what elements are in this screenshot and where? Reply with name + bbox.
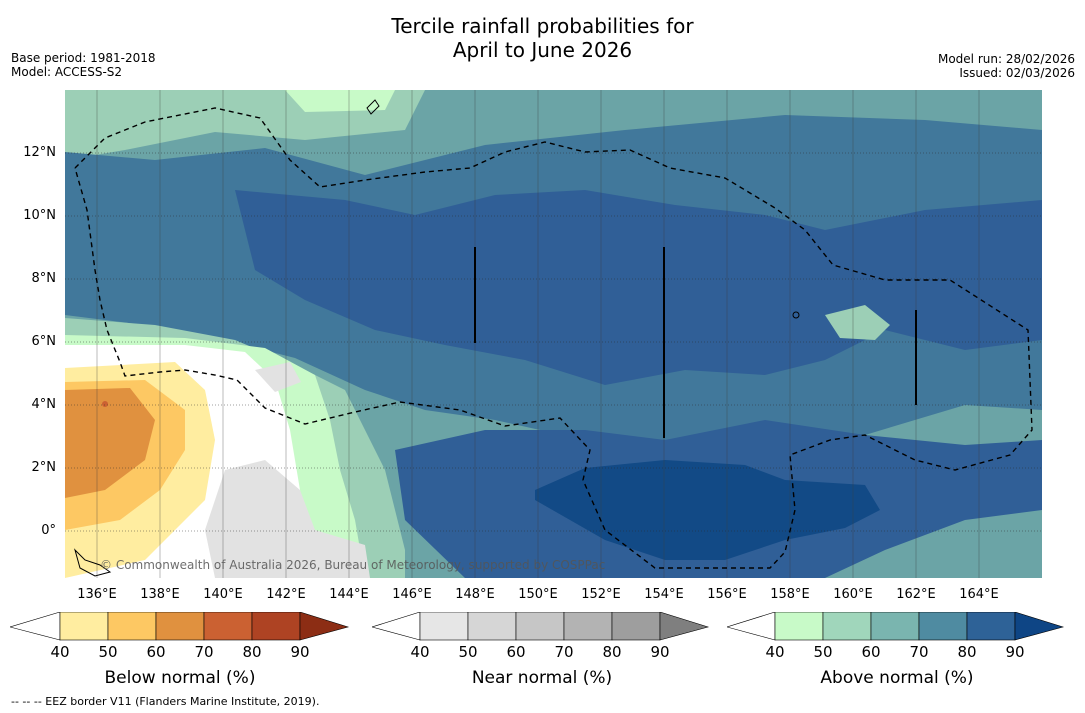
island-north bbox=[366, 99, 380, 115]
cb-near-seg-5 bbox=[611, 612, 661, 641]
lon-label-152e: 152°E bbox=[581, 587, 621, 602]
patch-above-50-east bbox=[825, 305, 890, 340]
colorbar-above-segments bbox=[727, 612, 1065, 641]
cb-above-tick-50: 50 bbox=[813, 643, 833, 661]
colorbar-near-segments bbox=[372, 612, 710, 641]
colorbar-below-segments bbox=[10, 612, 350, 641]
lon-label-158e: 158°E bbox=[770, 587, 810, 602]
colorbar-above-normal bbox=[727, 612, 1065, 641]
cb-above-seg-2 bbox=[822, 612, 872, 641]
lon-label-138e: 138°E bbox=[140, 587, 180, 602]
cb-below-tick-50: 50 bbox=[98, 643, 118, 661]
lon-label-140e: 140°E bbox=[203, 587, 243, 602]
cb-near-seg-1 bbox=[419, 612, 469, 641]
field-near-normal-south bbox=[205, 460, 370, 578]
model-run: Model run: 28/02/2026 bbox=[937, 52, 1075, 66]
cb-above-seg-5 bbox=[966, 612, 1016, 641]
lon-label-146e: 146°E bbox=[392, 587, 432, 602]
cb-near-seg-2 bbox=[467, 612, 517, 641]
lat-label-4n: 4°N bbox=[31, 397, 57, 412]
cb-above-seg-4 bbox=[918, 612, 968, 641]
cb-below-tick-90: 90 bbox=[290, 643, 310, 661]
cb-above-seg-6 bbox=[1014, 612, 1065, 641]
lat-label-0: 0° bbox=[41, 523, 56, 538]
lat-label-6n: 6°N bbox=[31, 334, 57, 349]
lon-label-148e: 148°E bbox=[455, 587, 495, 602]
colorbar-below-normal bbox=[10, 612, 350, 641]
cb-above-tick-70: 70 bbox=[909, 643, 929, 661]
field-above-90 bbox=[535, 460, 880, 560]
lat-label-12n: 12°N bbox=[23, 145, 56, 160]
cb-above-seg-1 bbox=[774, 612, 824, 641]
colorbar-title-above: Above normal (%) bbox=[820, 668, 974, 688]
colorbar-title-near: Near normal (%) bbox=[471, 668, 613, 688]
meta-right: Model run: 28/02/2026 Issued: 02/03/2026 bbox=[938, 52, 1075, 80]
cb-above-tick-80: 80 bbox=[957, 643, 977, 661]
cb-near-tick-40: 40 bbox=[410, 643, 430, 661]
lat-label-2n: 2°N bbox=[31, 460, 57, 475]
field-near-normal-north bbox=[255, 362, 301, 392]
cb-below-seg-2 bbox=[107, 612, 157, 641]
field-below-70 bbox=[102, 401, 108, 407]
cb-below-seg-6 bbox=[299, 612, 350, 641]
colorbar-near-normal bbox=[372, 612, 710, 641]
lon-label-142e: 142°E bbox=[266, 587, 306, 602]
island-southwest bbox=[74, 548, 112, 577]
forecast-map bbox=[65, 90, 1042, 578]
cb-below-tick-80: 80 bbox=[242, 643, 262, 661]
latitude-lines bbox=[65, 152, 1042, 532]
cb-below-tick-70: 70 bbox=[194, 643, 214, 661]
cb-near-tick-90: 90 bbox=[650, 643, 670, 661]
eez-footnote: -- -- -- EEZ border V11 (Flanders Marine… bbox=[11, 695, 320, 708]
lon-label-144e: 144°E bbox=[329, 587, 369, 602]
lon-label-164e: 164°E bbox=[959, 587, 999, 602]
lat-label-8n: 8°N bbox=[31, 271, 57, 286]
title-line-1: Tercile rainfall probabilities for bbox=[391, 14, 694, 38]
model-name: Model: ACCESS-S2 bbox=[11, 65, 123, 79]
islands bbox=[474, 247, 917, 438]
cb-near-tick-80: 80 bbox=[602, 643, 622, 661]
map-title: Tercile rainfall probabilities for April… bbox=[0, 14, 1085, 62]
base-period: Base period: 1981-2018 bbox=[11, 51, 156, 65]
cb-below-seg-4 bbox=[203, 612, 253, 641]
cb-near-tick-70: 70 bbox=[554, 643, 574, 661]
cb-below-tick-40: 40 bbox=[50, 643, 70, 661]
meta-left: Base period: 1981-2018 Model: ACCESS-S2 bbox=[11, 51, 156, 79]
eez-border bbox=[74, 107, 1033, 569]
map-area bbox=[65, 90, 1042, 578]
copyright-watermark: © Commonwealth of Australia 2026, Bureau… bbox=[100, 558, 606, 572]
lon-label-154e: 154°E bbox=[644, 587, 684, 602]
title-line-2: April to June 2026 bbox=[452, 38, 633, 62]
cb-below-seg-3 bbox=[155, 612, 205, 641]
cb-near-seg-4 bbox=[563, 612, 613, 641]
colorbar-title-below: Below normal (%) bbox=[104, 668, 256, 688]
lon-label-136e: 136°E bbox=[77, 587, 117, 602]
graticule bbox=[96, 90, 980, 578]
cb-above-seg-0 bbox=[727, 612, 776, 641]
cb-above-tick-60: 60 bbox=[861, 643, 881, 661]
cb-near-tick-60: 60 bbox=[506, 643, 526, 661]
lon-label-162e: 162°E bbox=[896, 587, 936, 602]
cb-below-tick-60: 60 bbox=[146, 643, 166, 661]
cb-near-seg-0 bbox=[372, 612, 421, 641]
cb-above-tick-40: 40 bbox=[765, 643, 785, 661]
field-above-40-north bbox=[285, 90, 395, 112]
cb-near-seg-6 bbox=[659, 612, 710, 641]
lon-label-156e: 156°E bbox=[707, 587, 747, 602]
issued-date: Issued: 02/03/2026 bbox=[959, 66, 1075, 80]
field-below-60 bbox=[65, 388, 155, 498]
lat-label-10n: 10°N bbox=[23, 208, 56, 223]
cb-above-tick-90: 90 bbox=[1005, 643, 1025, 661]
cb-near-seg-3 bbox=[515, 612, 565, 641]
cb-above-seg-3 bbox=[870, 612, 920, 641]
island-east bbox=[792, 311, 800, 319]
lon-label-150e: 150°E bbox=[518, 587, 558, 602]
cb-below-seg-5 bbox=[251, 612, 301, 641]
lon-label-160e: 160°E bbox=[833, 587, 873, 602]
cb-below-seg-0 bbox=[10, 612, 61, 641]
cb-near-tick-50: 50 bbox=[458, 643, 478, 661]
cb-below-seg-1 bbox=[59, 612, 109, 641]
